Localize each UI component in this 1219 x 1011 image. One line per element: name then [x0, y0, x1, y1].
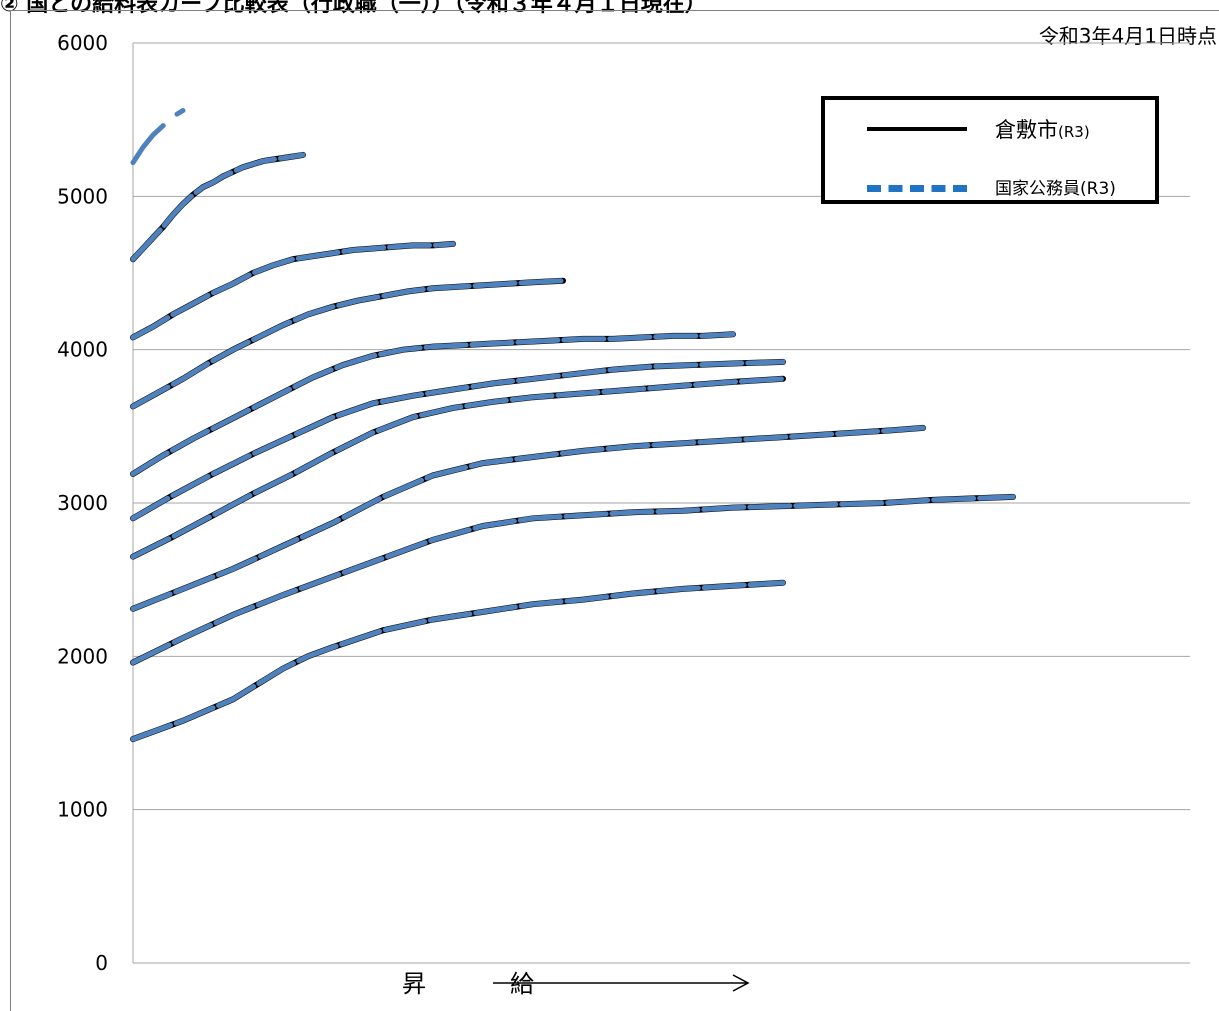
y-tick-label: 4000	[57, 338, 108, 362]
x-axis-label-text: 昇 給	[402, 970, 564, 998]
series-national-line	[130, 580, 786, 742]
chart-frame	[10, 10, 1219, 1011]
series-national-line	[130, 108, 186, 166]
y-tick-label: 1000	[57, 798, 108, 822]
legend-national-label: 国家公務員(R3)	[995, 179, 1116, 199]
as-of-date: 令和3年4月1日時点	[1038, 24, 1217, 48]
series-national-line	[130, 425, 926, 612]
y-tick-label: 2000	[57, 644, 108, 668]
y-tick-label: 0	[95, 951, 108, 975]
legend-city-note: (R3)	[1058, 123, 1090, 141]
chart-title: ② 国との給料表カーブ比較表（行政職（一））（令和３年４月１日現在）	[0, 0, 707, 17]
y-tick-label: 3000	[57, 491, 108, 515]
y-tick-label: 5000	[57, 184, 108, 208]
series-national-line	[130, 278, 566, 409]
series-national-line	[130, 376, 786, 560]
series-city-line	[130, 493, 1016, 666]
series-city-line	[130, 151, 306, 263]
chart-legend: 倉敷市(R3) 国家公務員(R3)	[821, 96, 1159, 204]
series-national-line	[130, 359, 786, 521]
series-national-line	[130, 331, 736, 477]
legend-entry-city: 倉敷市(R3)	[825, 108, 1155, 148]
legend-dashed-line-swatch	[867, 185, 967, 192]
series-city-line	[130, 579, 786, 743]
series-national-line	[130, 152, 306, 262]
x-axis-arrow	[493, 974, 750, 992]
series-national-line	[130, 241, 456, 340]
legend-city-label: 倉敷市	[995, 118, 1058, 142]
legend-entry-national: 国家公務員(R3)	[825, 170, 1155, 210]
x-axis-label: 昇 給	[402, 964, 564, 999]
series-national-line	[130, 494, 1016, 665]
legend-solid-line-swatch	[867, 127, 967, 131]
y-tick-label: 6000	[57, 31, 108, 55]
